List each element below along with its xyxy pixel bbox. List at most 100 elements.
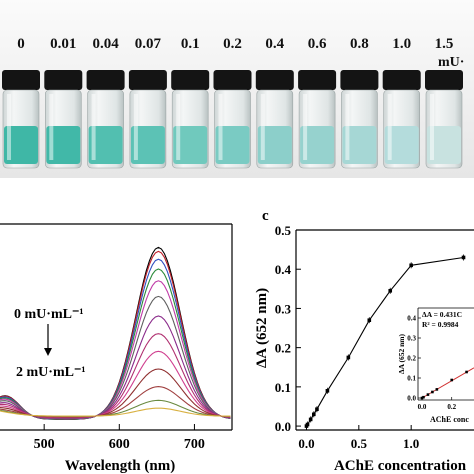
calibration-point	[312, 412, 316, 417]
concentration-label: 0	[17, 36, 25, 52]
calibration-ticks: 0.0 0.1 0.2 0.3 0.4 0.5 0.0 0.5 1.0	[275, 223, 420, 451]
concentration-label: 0.01	[50, 36, 76, 52]
annotation-top: 0 mU·mL⁻¹	[14, 307, 84, 322]
calibration-point	[461, 255, 466, 260]
vial-highlight	[7, 94, 11, 160]
spectra-axes	[0, 223, 233, 431]
vial-cap	[171, 70, 210, 90]
calibration-series	[304, 254, 466, 430]
inset-y-tick-label: 0.0	[407, 395, 416, 403]
inset-background	[400, 300, 474, 412]
vial-highlight	[260, 94, 265, 160]
calibration-y-tick-label: 0.4	[275, 262, 292, 277]
inset-point	[435, 388, 439, 391]
concentration-label: 0.1	[181, 36, 200, 52]
spectra-x-ticks: 400500600700	[34, 424, 205, 452]
vial-solution	[46, 126, 81, 164]
concentration-label: 1.5	[435, 36, 454, 52]
spectra-curves	[0, 246, 231, 420]
spectra-x-label: Wavelength (nm)	[65, 458, 175, 474]
calibration-x-tick-label: 0.0	[298, 436, 314, 451]
calibration-point	[305, 422, 310, 427]
panel-label-c: c	[262, 208, 269, 224]
calibration-y-tick-label: 0.0	[275, 419, 291, 434]
inset-x-tick-label: 0.0	[418, 403, 427, 411]
vial-solution	[257, 126, 292, 164]
annotation-bottom: 2 mU·mL⁻¹	[16, 365, 86, 380]
calibration-point	[325, 388, 330, 393]
calibration-point	[409, 263, 413, 268]
calibration-y-tick-label: 0.5	[275, 223, 292, 238]
inset-point	[422, 395, 425, 399]
vial-solution	[88, 126, 123, 164]
calibration-x-tick-label: 0.5	[351, 436, 368, 451]
calibration-y-tick-label: 0.1	[275, 380, 291, 395]
inset-y-tick-label: 0.4	[407, 315, 416, 323]
concentration-labels: 0 0.01 0.04 0.07 0.1 0.2 0.4 0.6 0.8 1.0 1.5	[17, 36, 453, 52]
vial-cap	[425, 70, 463, 90]
spectra-tick-label: 600	[109, 437, 130, 452]
inset-point	[431, 390, 434, 394]
calibration-y-tick-label: 0.3	[275, 301, 292, 316]
calibration-point	[315, 407, 319, 412]
decrease-arrow-head	[44, 348, 52, 356]
concentration-label: 0.2	[223, 36, 242, 52]
calibration-point	[367, 318, 372, 322]
calibration-y-label: ΔA (652 nm)	[254, 288, 270, 368]
calibration-chart: c ΔA (652 nm) 0.0 0.1 0.2 0.3 0.4 0.5 0.0 0.5 1.…	[254, 208, 474, 474]
inset-chart: ΔA = 0.431C R² = 0.9984 ΔA (652 nm) 0.00…	[397, 300, 474, 424]
spectra-tick-label: 500	[34, 437, 55, 452]
calibration-x-tick-label: 1.0	[403, 436, 419, 451]
concentration-label: 0.8	[350, 36, 369, 52]
spectrum-line	[0, 407, 231, 417]
vial-cap	[298, 70, 337, 90]
calibration-y-tick-label: 0.2	[275, 341, 291, 356]
vial-cap	[86, 70, 125, 90]
inset-x-label: AChE conc	[430, 415, 469, 424]
vial-solution	[173, 126, 208, 164]
concentration-label: 0.04	[92, 36, 119, 52]
vial-cap	[255, 70, 294, 90]
concentration-label: 0.6	[308, 36, 327, 52]
vial-cap	[213, 70, 252, 90]
calibration-point	[388, 288, 393, 293]
vial-solution	[342, 126, 377, 164]
vial-cap	[340, 70, 379, 90]
inset-ticks: 0.0 0.1 0.2 0.3 0.4 0.0 0.2	[407, 315, 456, 412]
vial-row	[2, 70, 463, 169]
inset-point	[420, 396, 424, 400]
inset-y-label: ΔA (652 nm)	[397, 333, 406, 374]
vial-cap	[2, 70, 40, 90]
vials-photo: 0 0.01 0.04 0.07 0.1 0.2 0.4 0.6 0.8 1.0 1.5 mU·	[0, 0, 474, 178]
inset-series	[420, 367, 474, 400]
calibration-axes	[295, 229, 474, 431]
vial-highlight	[345, 94, 350, 160]
calibration-x-label: AChE concentration	[334, 458, 467, 474]
spectra-tick-label: 700	[184, 437, 205, 452]
concentration-label: 0.4	[265, 36, 284, 52]
vial-highlight	[430, 94, 434, 160]
vial-solution	[384, 126, 419, 164]
vial-solution	[300, 126, 335, 164]
vial-solution	[130, 126, 165, 164]
vial-cap	[382, 70, 421, 90]
inset-equation: ΔA = 0.431C	[422, 310, 462, 319]
vial-solution	[4, 126, 38, 164]
concentration-label: 1.0	[392, 36, 411, 52]
vial-solution	[427, 126, 461, 164]
vial-cap	[44, 70, 83, 90]
vial-cap	[128, 70, 167, 90]
inset-point	[465, 370, 468, 374]
spectra-chart: 400500600700 0 mU·mL⁻¹ 2 mU·mL⁻¹ Wavelen…	[0, 223, 233, 474]
calibration-point	[308, 417, 313, 422]
inset-y-tick-label: 0.2	[407, 355, 416, 363]
calibration-point	[346, 355, 351, 360]
concentration-label: 0.07	[135, 36, 162, 52]
vial-highlight	[49, 94, 54, 160]
vial-highlight	[91, 94, 96, 160]
vial-highlight	[303, 94, 308, 160]
inset-y-tick-label: 0.3	[407, 335, 416, 343]
inset-point	[450, 378, 454, 382]
vial-highlight	[387, 94, 392, 160]
vial-highlight	[218, 94, 223, 160]
